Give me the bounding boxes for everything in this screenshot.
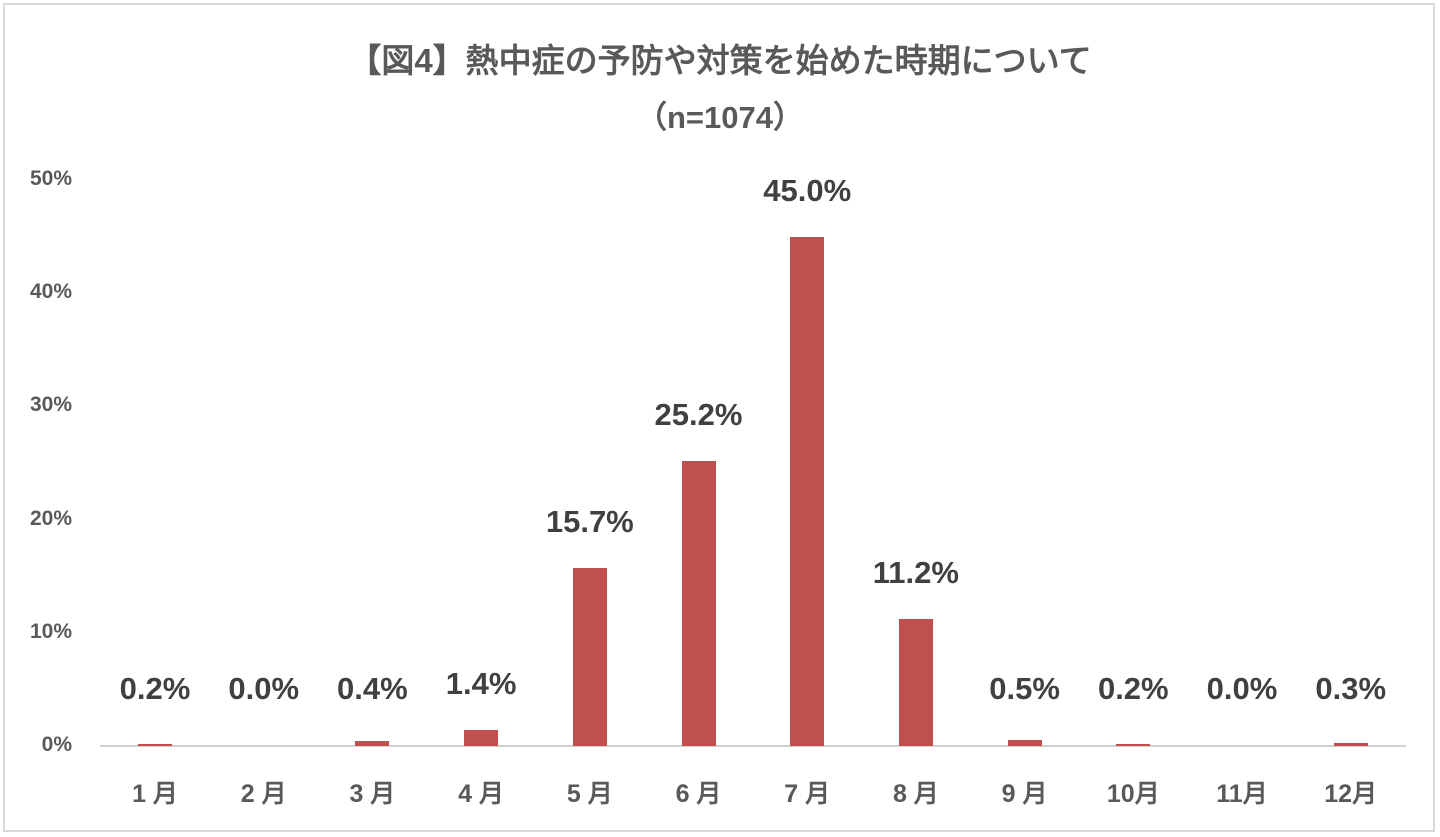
bar bbox=[138, 743, 172, 746]
x-tick-label: 8 月 bbox=[892, 780, 939, 808]
bar bbox=[464, 730, 499, 746]
data-label: 0.2% bbox=[1097, 671, 1169, 706]
x-tick-label: 10月 bbox=[1106, 780, 1160, 808]
data-label: 15.7% bbox=[545, 504, 634, 540]
data-label: 0.0% bbox=[1206, 671, 1278, 706]
data-label: 0.5% bbox=[989, 671, 1060, 706]
x-tick-label: 6 月 bbox=[675, 780, 722, 808]
x-tick-label: 3 月 bbox=[349, 780, 396, 808]
bar bbox=[898, 619, 933, 746]
y-tick-label: 50% bbox=[29, 167, 72, 190]
bar bbox=[681, 460, 716, 746]
chart-frame bbox=[3, 3, 1435, 832]
x-tick-label: 5 月 bbox=[566, 780, 613, 808]
x-axis-line bbox=[100, 745, 1406, 747]
data-label: 0.0% bbox=[228, 671, 300, 706]
data-label: 11.2% bbox=[872, 555, 959, 591]
x-tick-label: 1 月 bbox=[132, 780, 178, 808]
y-tick-label: 40% bbox=[29, 280, 72, 304]
data-label: 0.3% bbox=[1315, 671, 1387, 706]
y-tick-label: 20% bbox=[29, 506, 72, 530]
bar bbox=[1007, 740, 1042, 746]
bar bbox=[1333, 742, 1368, 746]
bar bbox=[572, 568, 607, 746]
x-tick-label: 7 月 bbox=[784, 780, 831, 808]
x-tick-label: 11月 bbox=[1216, 780, 1268, 808]
x-tick-label: 4 月 bbox=[458, 780, 505, 808]
chart-subtitle: （n=1074） bbox=[635, 100, 804, 135]
x-tick-label: 2 月 bbox=[240, 780, 287, 808]
bar bbox=[1116, 743, 1151, 746]
bar bbox=[790, 236, 825, 746]
x-tick-label: 9 月 bbox=[1001, 780, 1048, 808]
data-label: 0.2% bbox=[119, 671, 191, 706]
y-tick-label: 10% bbox=[29, 619, 72, 643]
data-label: 1.4% bbox=[445, 666, 517, 702]
chart-title: 【図4】熱中症の予防や対策を始めた時期について bbox=[348, 42, 1092, 79]
x-tick-label: 12月 bbox=[1324, 780, 1378, 808]
data-label: 0.4% bbox=[337, 671, 408, 706]
bar bbox=[355, 741, 390, 746]
y-tick-label: 0% bbox=[41, 733, 72, 756]
y-tick-label: 30% bbox=[29, 393, 72, 417]
data-label: 45.0% bbox=[763, 172, 852, 208]
data-label: 25.2% bbox=[654, 396, 743, 432]
